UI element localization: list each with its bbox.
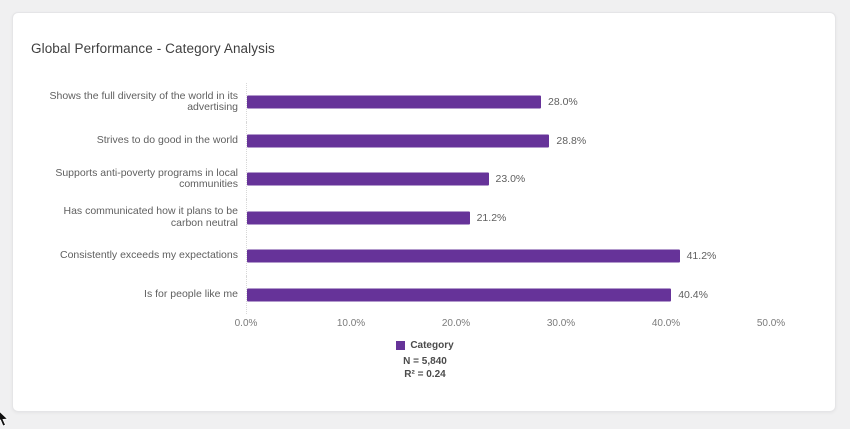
x-tick-label: 10.0% bbox=[336, 318, 366, 329]
chart-row: Consistently exceeds my expectations 41.2… bbox=[31, 237, 811, 276]
bar[interactable] bbox=[247, 172, 489, 186]
bar-chart: Shows the full diversity of the world in… bbox=[31, 83, 811, 334]
x-tick-label: 20.0% bbox=[441, 318, 471, 329]
bar[interactable] bbox=[247, 134, 550, 148]
value-label: 28.8% bbox=[556, 134, 587, 147]
chart-widget-card: Global Performance - Category Analysis S… bbox=[12, 12, 836, 412]
bar-track: 21.2% bbox=[246, 198, 772, 237]
bar-track: 28.0% bbox=[246, 83, 772, 122]
category-label: Consistently exceeds my expectations bbox=[59, 249, 238, 262]
x-tick-label: 30.0% bbox=[546, 318, 576, 329]
category-label: Is for people like me bbox=[144, 287, 238, 300]
category-label: Supports anti-poverty programs in local … bbox=[55, 166, 238, 191]
legend-swatch bbox=[396, 341, 406, 351]
bar[interactable] bbox=[247, 288, 672, 302]
x-tick-label: 50.0% bbox=[756, 318, 786, 329]
chart-row: Strives to do good in the world 28.8% bbox=[31, 121, 811, 160]
bar-track: 28.8% bbox=[246, 121, 772, 160]
chart-row: Supports anti-poverty programs in local … bbox=[31, 160, 811, 199]
value-label: 23.0% bbox=[495, 173, 526, 186]
legend-series-label: Category bbox=[410, 340, 454, 351]
category-label: Shows the full diversity of the world in… bbox=[49, 89, 239, 114]
x-axis: 0.0% 10.0% 20.0% 30.0% 40.0% 50.0% bbox=[235, 318, 786, 334]
mouse-cursor bbox=[0, 411, 9, 427]
legend-series: Category bbox=[396, 339, 454, 353]
bar-track: 40.4% bbox=[246, 275, 772, 314]
x-tick-label: 0.0% bbox=[234, 318, 258, 329]
chart-legend: Category N = 5,840 R² = 0.24 bbox=[13, 339, 837, 382]
value-label: 21.2% bbox=[476, 211, 507, 224]
chart-row: Shows the full diversity of the world in… bbox=[31, 83, 811, 122]
legend-n-label: N = 5,840 bbox=[403, 355, 447, 367]
x-tick-label: 40.0% bbox=[651, 318, 681, 329]
category-label: Has communicated how it plans to be carb… bbox=[63, 205, 238, 229]
bar[interactable] bbox=[247, 95, 541, 109]
chart-row: Is for people like me 40.4% bbox=[31, 275, 811, 314]
value-label: 40.4% bbox=[678, 288, 708, 301]
bar-track: 23.0% bbox=[246, 160, 772, 199]
chart-row: Has communicated how it plans to be carb… bbox=[31, 198, 811, 237]
bar[interactable] bbox=[247, 211, 470, 225]
bar[interactable] bbox=[247, 249, 680, 263]
bar-track: 41.2% bbox=[246, 237, 772, 276]
plot-rows: Shows the full diversity of the world in… bbox=[31, 83, 811, 314]
category-label: Strives to do good in the world bbox=[96, 133, 238, 146]
value-label: 41.2% bbox=[686, 250, 717, 263]
legend-r2-label: R² = 0.24 bbox=[404, 369, 446, 381]
value-label: 28.0% bbox=[548, 96, 578, 109]
chart-title: Global Performance - Category Analysis bbox=[31, 41, 275, 56]
